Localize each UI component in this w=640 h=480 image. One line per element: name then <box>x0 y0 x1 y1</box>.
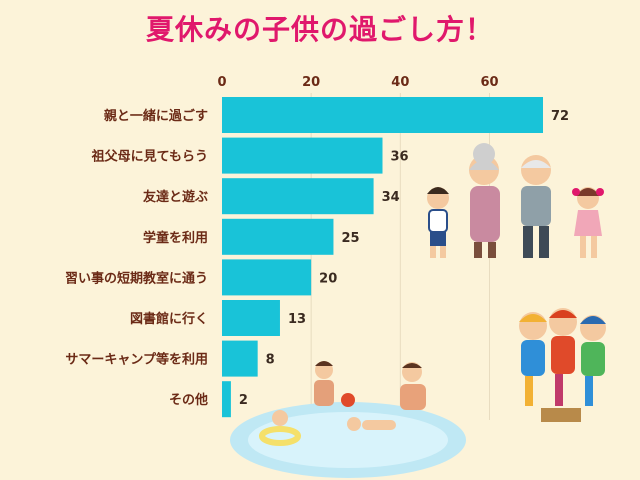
kids-playing-icon <box>519 308 606 422</box>
category-label: その他 <box>169 392 208 408</box>
bar <box>222 218 334 255</box>
value-labels: 72 36 34 25 20 13 8 2 <box>239 109 569 408</box>
category-label: 習い事の短期教室に通う <box>65 270 208 286</box>
family-grandparents-icon <box>427 143 604 258</box>
data-label: 2 <box>239 393 248 408</box>
data-label: 13 <box>288 312 306 327</box>
x-tick-label: 0 <box>217 75 226 90</box>
x-tick-label: 40 <box>391 75 409 90</box>
x-tick-label: 20 <box>302 75 320 90</box>
swimming-pool-icon <box>230 361 466 478</box>
category-label: 祖父母に見てもらう <box>91 149 208 165</box>
category-label: 学童を利用 <box>143 230 208 246</box>
category-labels: 親と一緒に過ごす祖父母に見てもらう友達と遊ぶ学童を利用習い事の短期教室に通う図書… <box>65 108 208 408</box>
bars <box>222 97 543 418</box>
category-label: サマーキャンプ等を利用 <box>65 352 208 368</box>
data-label: 8 <box>266 353 275 368</box>
category-label: 図書館に行く <box>130 311 208 327</box>
category-label: 友達と遊ぶ <box>143 189 208 205</box>
bar <box>222 300 280 336</box>
category-label: 親と一緒に過ごす <box>104 108 208 124</box>
data-label: 72 <box>551 109 569 124</box>
bar <box>222 381 231 418</box>
data-label: 25 <box>341 231 359 246</box>
chart-title: 夏休みの子供の過ごし方！ <box>145 13 494 46</box>
x-tick-label: 60 <box>480 75 498 90</box>
bar <box>222 178 374 215</box>
bar <box>222 340 258 377</box>
data-label: 34 <box>382 190 400 205</box>
data-label: 20 <box>319 271 337 286</box>
data-label: 36 <box>391 150 409 165</box>
x-axis-ticks: 0 20 40 60 <box>217 75 498 90</box>
bar <box>222 259 312 296</box>
bar <box>222 97 543 133</box>
bar <box>222 137 383 174</box>
